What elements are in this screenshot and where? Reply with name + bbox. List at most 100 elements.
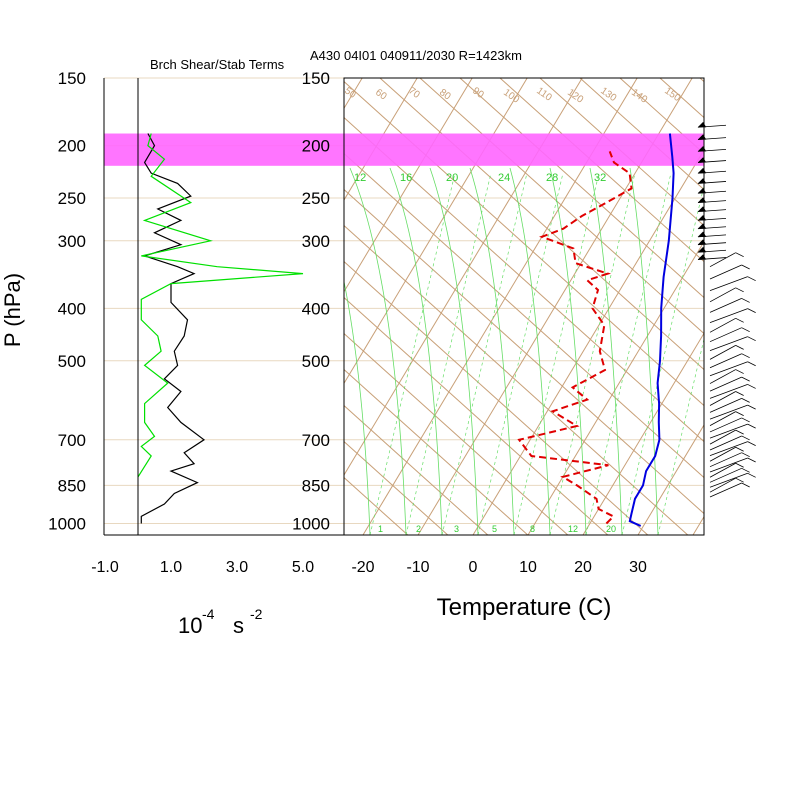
wind-barb-flag xyxy=(697,121,707,128)
wind-barb-flag xyxy=(697,223,707,229)
wind-barb xyxy=(709,252,736,268)
wind-barb xyxy=(709,446,736,462)
wind-barb-tick xyxy=(735,411,744,416)
wind-barb-tick xyxy=(735,477,744,483)
wind-barb-flag xyxy=(697,178,707,184)
left-pressure-tick-label: 150 xyxy=(58,69,86,88)
mixing-ratio-label: 28 xyxy=(546,172,558,184)
wind-barb xyxy=(709,398,742,413)
mixing-ratio-line xyxy=(585,172,672,535)
moist-adiabat-line xyxy=(389,167,443,535)
wind-barb xyxy=(709,467,742,483)
mixing-ratio-label: 12 xyxy=(568,524,578,534)
isotherm-line xyxy=(692,515,704,535)
wind-barb-tick xyxy=(747,308,756,313)
wind-barb-tick xyxy=(735,446,744,452)
wind-barb xyxy=(709,477,736,493)
left-pressure-tick-label: 500 xyxy=(58,352,86,371)
wind-barb xyxy=(709,457,748,473)
wind-barb xyxy=(709,423,748,439)
left-x-tick-label: 1.0 xyxy=(160,559,182,576)
wind-barb-tick xyxy=(741,264,750,270)
dry-adiabat-label: 100 xyxy=(501,87,521,106)
wind-barb-tick xyxy=(735,369,744,374)
wind-barb-flag xyxy=(697,214,707,221)
wind-barb-tick xyxy=(741,327,750,333)
left-xlabel-unit: s xyxy=(233,613,244,638)
right-pressure-tick-label: 850 xyxy=(302,476,330,495)
wind-barb-tick xyxy=(741,417,750,423)
wind-barb xyxy=(709,298,742,313)
left-pressure-tick-label: 400 xyxy=(58,299,86,318)
right-pressure-tick-label: 200 xyxy=(302,137,330,156)
temperature-tick-label: 10 xyxy=(519,559,537,576)
left-pressure-tick-label: 250 xyxy=(58,189,86,208)
dry-adiabat-label: 70 xyxy=(406,85,422,101)
wind-barb xyxy=(709,472,748,488)
wind-barb xyxy=(709,287,736,303)
wind-barb xyxy=(709,308,748,323)
wind-barb-tick xyxy=(747,404,756,410)
wind-barb-tick xyxy=(741,353,750,359)
wind-barb xyxy=(709,452,742,468)
wind-barb xyxy=(709,276,748,292)
left-x-tick-label: 3.0 xyxy=(226,559,248,576)
wind-barb xyxy=(709,361,748,377)
dry-adiabat-label: 60 xyxy=(373,87,389,103)
mixing-ratio-line xyxy=(405,172,492,535)
wind-barb xyxy=(709,376,742,392)
wind-barb-tick xyxy=(741,482,750,488)
moist-adiabat-line xyxy=(349,167,407,535)
right-pressure-tick-label: 700 xyxy=(302,431,330,450)
dry-adiabat-line xyxy=(344,368,529,535)
wind-barb xyxy=(709,369,736,384)
wind-barb xyxy=(709,404,748,420)
wind-barb-tick xyxy=(735,344,744,350)
moist-adiabat-line xyxy=(549,167,587,535)
temperature-tick-label: -10 xyxy=(406,559,429,576)
dry-adiabat-line xyxy=(740,78,800,546)
dry-adiabat-line xyxy=(344,404,489,535)
dry-adiabat-label: 140 xyxy=(629,87,649,106)
wind-barb xyxy=(709,482,742,498)
dry-adiabat-line xyxy=(344,224,689,535)
mixing-ratio-label: 20 xyxy=(606,524,616,534)
mixing-ratio-label: 24 xyxy=(498,172,510,184)
isotherm-line xyxy=(527,240,704,535)
wind-barb xyxy=(709,264,742,280)
mixing-ratio-line xyxy=(441,172,528,535)
isotherm-line xyxy=(582,332,704,535)
right-pressure-tick-label: 500 xyxy=(302,352,330,371)
wind-barb xyxy=(709,336,748,352)
temperature-tick-label: 0 xyxy=(469,559,478,576)
mixing-ratio-line xyxy=(621,184,704,535)
left-pressure-tick-label: 850 xyxy=(58,476,86,495)
wind-barb-tick xyxy=(741,398,750,403)
wind-barb xyxy=(709,429,736,445)
right-pressure-tick-label: 150 xyxy=(302,69,330,88)
wind-barb-flag xyxy=(697,187,707,194)
y-axis-label: P (hPa) xyxy=(0,273,25,347)
mixing-ratio-label: 3 xyxy=(454,524,459,534)
left-x-tick-label: -1.0 xyxy=(91,559,119,576)
left-pressure-tick-label: 700 xyxy=(58,431,86,450)
wind-barb xyxy=(709,462,736,478)
dry-adiabat-label: 150 xyxy=(662,85,682,104)
left-panel-title: Brch Shear/Stab Terms xyxy=(150,57,285,72)
left-pressure-tick-label: 200 xyxy=(58,137,86,156)
highlight-band xyxy=(104,133,704,166)
left-series-lines xyxy=(137,133,304,524)
wind-barb xyxy=(709,441,748,457)
dry-adiabat-line xyxy=(699,78,704,83)
mixing-ratio-line xyxy=(657,337,704,535)
right-pressure-tick-label: 300 xyxy=(302,232,330,251)
moist-adiabat-line xyxy=(469,167,515,535)
wind-barb-tick xyxy=(747,457,756,463)
wind-barb xyxy=(709,411,736,426)
wind-barb-tick xyxy=(747,384,756,389)
wind-barb xyxy=(709,391,736,406)
mixing-ratio-label: 20 xyxy=(446,172,458,184)
wind-barb-tick xyxy=(735,287,744,293)
